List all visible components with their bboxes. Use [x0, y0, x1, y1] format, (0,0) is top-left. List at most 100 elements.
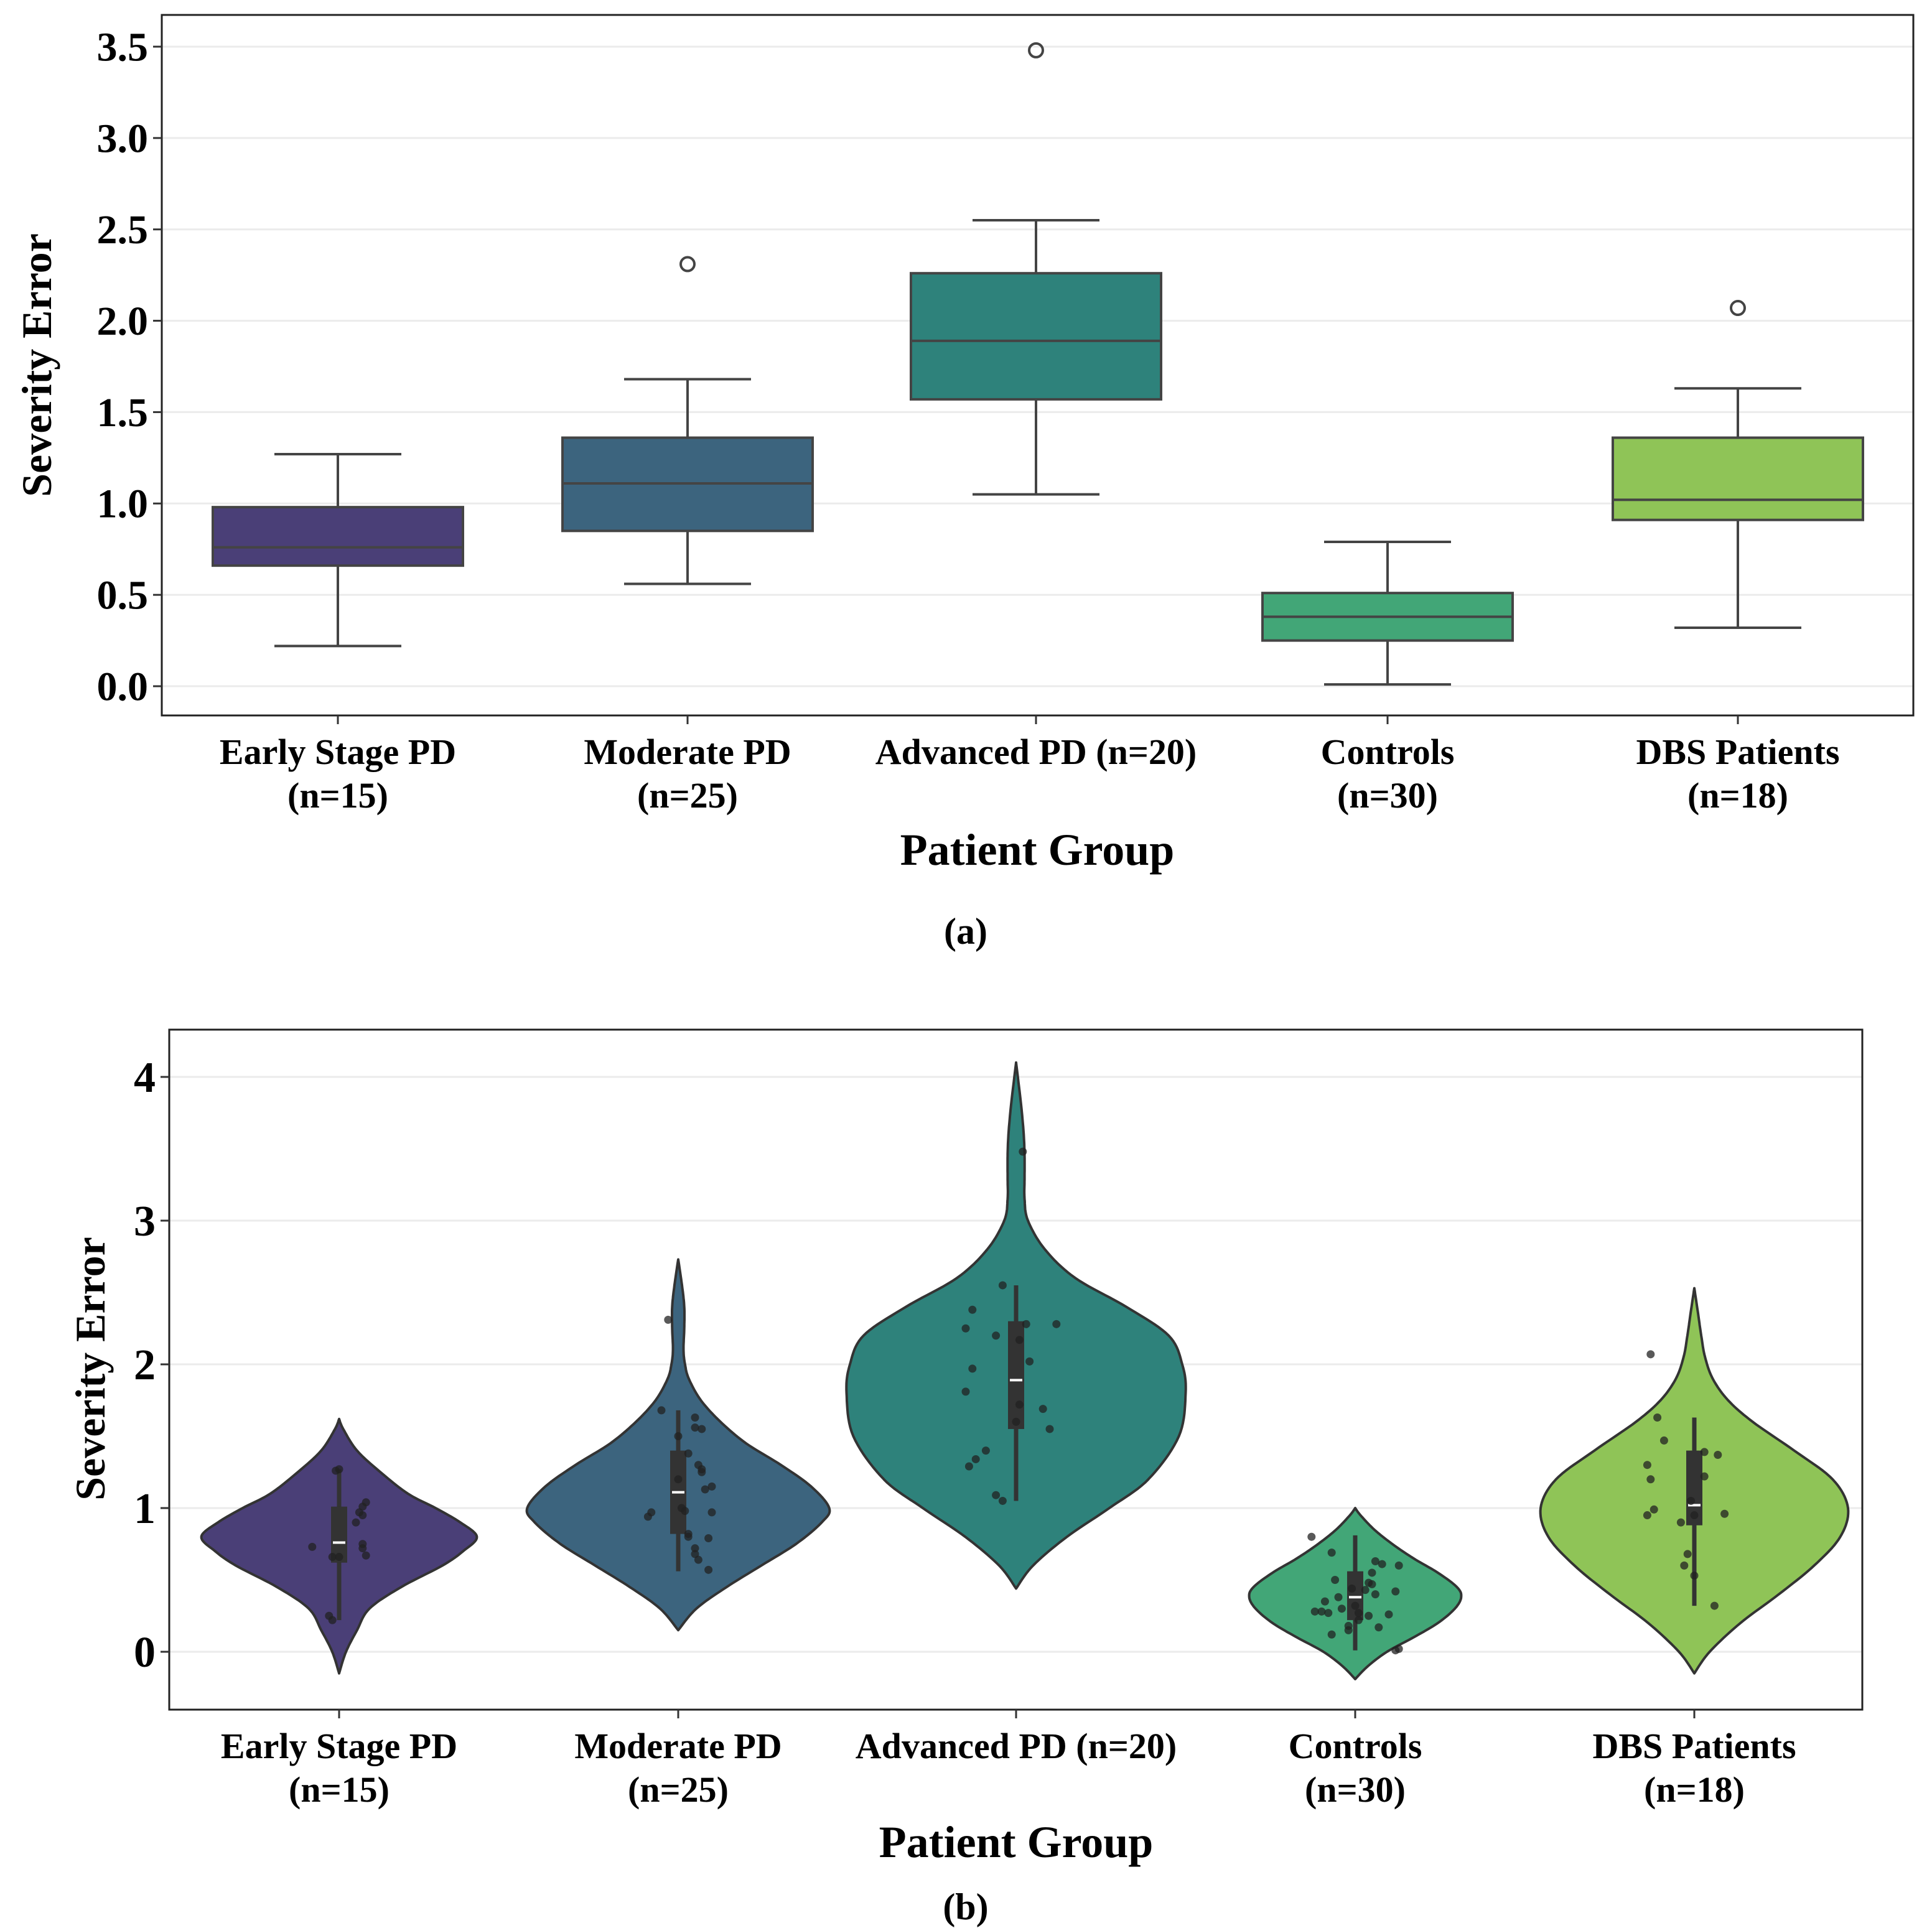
data-point: [664, 1315, 673, 1324]
data-point: [1371, 1557, 1379, 1565]
a-x-tick-label: Moderate PD: [584, 732, 791, 772]
a-plot-frame: [161, 14, 1915, 717]
data-point: [694, 1555, 702, 1564]
b-y-tick-label: 3: [134, 1198, 156, 1246]
data-point: [707, 1508, 716, 1517]
data-point: [707, 1482, 716, 1491]
data-point: [1019, 1147, 1027, 1156]
data-point: [1714, 1451, 1722, 1460]
b-x-tick-sublabel: (n=30): [1305, 1769, 1406, 1810]
data-point: [1038, 1405, 1047, 1413]
data-point: [1045, 1425, 1054, 1433]
data-point: [968, 1305, 977, 1314]
outlier-point: [1028, 42, 1044, 58]
data-point: [1012, 1417, 1020, 1426]
data-point: [674, 1432, 683, 1440]
b-x-tick-label: Early Stage PD: [221, 1726, 457, 1766]
data-point: [358, 1511, 367, 1520]
data-point: [992, 1331, 1001, 1340]
data-point: [1384, 1610, 1393, 1619]
outlier-point: [679, 256, 696, 272]
iqr-box: [212, 506, 464, 567]
data-point: [1710, 1601, 1719, 1610]
data-point: [674, 1475, 683, 1484]
data-point: [698, 1425, 706, 1433]
data-point: [1687, 1496, 1696, 1505]
data-point: [1344, 1626, 1353, 1634]
b-y-axis-title: Severity Error: [67, 1237, 114, 1501]
violin-group-early-stage-pd: [200, 1417, 478, 1675]
data-point: [358, 1502, 367, 1511]
data-point: [1690, 1511, 1699, 1520]
data-point: [1368, 1568, 1376, 1577]
data-point: [961, 1324, 970, 1333]
data-point: [1650, 1505, 1658, 1514]
data-point: [684, 1532, 693, 1541]
b-x-tick-label: Moderate PD: [574, 1726, 782, 1766]
data-point: [1646, 1350, 1655, 1359]
data-point: [1371, 1590, 1379, 1599]
b-violins: [200, 1061, 1850, 1680]
data-point: [1720, 1509, 1729, 1518]
data-point: [1317, 1607, 1326, 1616]
a-x-axis-title: Patient Group: [900, 825, 1175, 875]
data-point: [964, 1462, 973, 1471]
data-point: [1653, 1413, 1662, 1422]
data-point: [1646, 1475, 1655, 1484]
a-y-axis-title: Severity Error: [13, 233, 60, 497]
data-point: [1327, 1548, 1336, 1557]
data-point: [1683, 1550, 1692, 1558]
b-y-tick-label: 0: [134, 1629, 156, 1677]
data-point: [1334, 1593, 1343, 1601]
box-group-advanced-pd: [910, 42, 1162, 496]
a-y-tick-label: 3.0: [97, 116, 149, 161]
a-x-ticks: Early Stage PD(n=15) Moderate PD(n=25) Adv…: [220, 715, 1840, 816]
violin-group-moderate-pd: [525, 1258, 831, 1632]
data-point: [1015, 1400, 1024, 1409]
b-y-tick-label: 1: [134, 1485, 156, 1533]
b-x-tick-label: Controls: [1289, 1726, 1422, 1766]
b-panel-label: (b): [943, 1886, 988, 1927]
data-point: [1368, 1580, 1376, 1588]
data-point: [1015, 1336, 1024, 1344]
a-x-tick-label: Controls: [1321, 732, 1455, 772]
box-group-dbs-patients: [1612, 300, 1864, 630]
data-point: [998, 1281, 1007, 1290]
iqr-box: [910, 272, 1162, 401]
b-x-tick-sublabel: (n=25): [628, 1769, 729, 1810]
data-point: [328, 1616, 337, 1624]
a-boxes: [212, 42, 1864, 686]
data-point: [1324, 1609, 1333, 1618]
data-point: [691, 1413, 699, 1422]
a-y-tick-label: 1.5: [97, 390, 149, 435]
data-point: [968, 1364, 977, 1373]
box-group-moderate-pd: [561, 256, 814, 585]
data-point: [335, 1465, 343, 1474]
a-x-tick-sublabel: (n=25): [637, 775, 738, 816]
data-point: [684, 1449, 693, 1458]
data-point: [681, 1507, 689, 1516]
b-x-ticks: Early Stage PD(n=15) Moderate PD(n=25) Adv…: [221, 1710, 1796, 1810]
a-x-tick-sublabel: (n=18): [1687, 775, 1788, 816]
data-point: [1354, 1616, 1363, 1624]
data-point: [1307, 1532, 1316, 1541]
b-x-axis-title: Patient Group: [879, 1817, 1154, 1867]
a-panel-label: (a): [944, 911, 987, 952]
outlier-point: [1730, 300, 1746, 317]
data-point: [1659, 1436, 1668, 1445]
data-point: [1643, 1461, 1651, 1469]
data-point: [1361, 1586, 1370, 1595]
a-y-ticks: 0.0 0.5 1.0 1.5 2.0 2.5 3.0 3.5: [97, 24, 162, 709]
b-y-tick-label: 4: [134, 1054, 156, 1102]
panel-a-box-plot: 0.00.51.01.52.02.53.03.5 Early Stage PD(…: [13, 14, 1915, 952]
data-point: [691, 1423, 699, 1432]
box-group-controls: [1261, 540, 1514, 686]
b-x-tick-label: DBS Patients: [1592, 1726, 1796, 1766]
data-point: [1391, 1646, 1400, 1655]
data-point: [1391, 1587, 1400, 1596]
data-point: [352, 1518, 360, 1527]
b-y-ticks: 0 1 2 3 4: [134, 1054, 169, 1677]
data-point: [1331, 1576, 1340, 1584]
